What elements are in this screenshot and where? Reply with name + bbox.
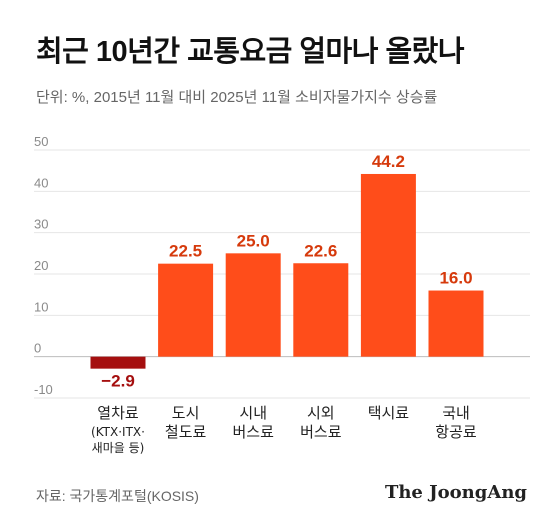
category-label: 국내 (442, 404, 470, 422)
category-label: 철도료 (165, 423, 207, 441)
bar (90, 356, 146, 369)
data-label: −2.9 (101, 372, 135, 391)
category-label: 항공료 (435, 423, 477, 441)
y-tick-label: 0 (34, 341, 41, 356)
y-tick-label: -10 (34, 382, 53, 397)
bar (428, 290, 484, 357)
data-label: 22.6 (304, 241, 337, 260)
category-label: 시내 (239, 404, 267, 422)
data-label: 44.2 (372, 152, 405, 171)
bar (225, 253, 281, 357)
bar (293, 263, 349, 357)
category-label: 도시 (172, 404, 200, 422)
category-label: 열차료 (97, 404, 139, 422)
chart-title: 최근 10년간 교통요금 얼마나 올랐나 (36, 36, 465, 68)
data-label: 16.0 (439, 269, 472, 288)
y-tick-label: 30 (34, 217, 48, 232)
y-tick-label: 50 (34, 134, 48, 149)
data-label: 25.0 (237, 231, 270, 250)
category-note: 새마을 등) (92, 441, 145, 455)
y-tick-label: 10 (34, 299, 48, 314)
category-label: 버스료 (300, 423, 342, 441)
category-label: 버스료 (232, 423, 274, 441)
brand-logo: The JoongAng (384, 482, 527, 503)
source-note: 자료: 국가통계포털(KOSIS) (36, 488, 199, 504)
data-label: 22.5 (169, 242, 202, 261)
chart-subtitle: 단위: %, 2015년 11월 대비 2025년 11월 소비자물가지수 상승… (36, 89, 438, 106)
bar (158, 263, 214, 357)
category-label: 택시료 (368, 404, 410, 422)
y-tick-label: 40 (34, 175, 48, 190)
bar-chart: 50 40 30 20 10 0 -10 −2.9 열차료 (KTX·ITX· 새마을 등) 22.5… (34, 134, 530, 455)
y-tick-label: 20 (34, 258, 48, 273)
category-note: (KTX·ITX· (91, 425, 145, 439)
bar (360, 173, 416, 357)
category-label: 시외 (307, 404, 335, 422)
